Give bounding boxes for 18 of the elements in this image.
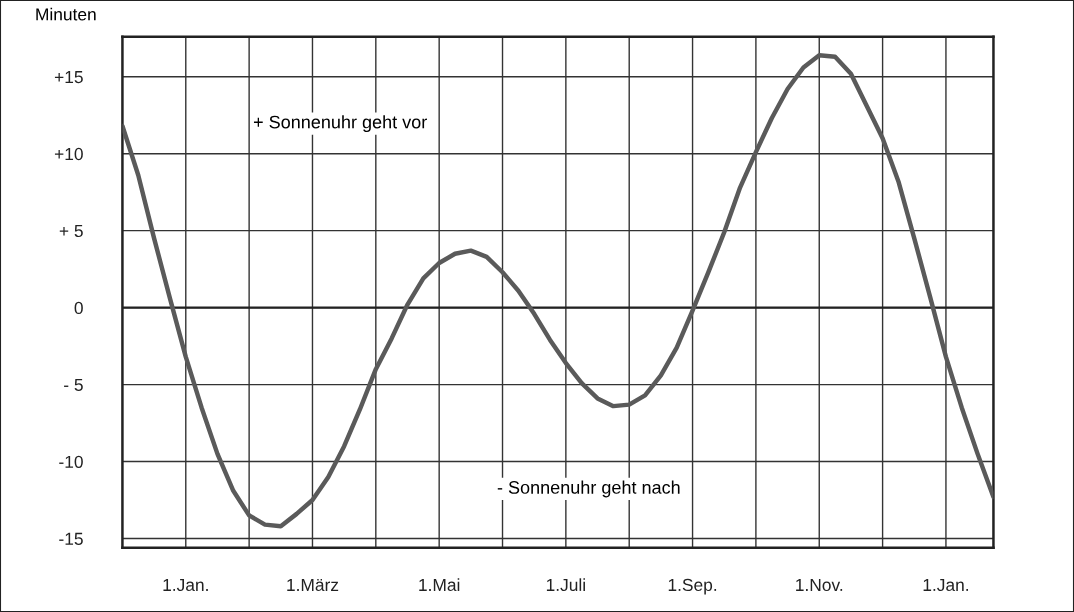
y-tick-label: +15 xyxy=(54,71,83,84)
y-tick-label: - 5 xyxy=(64,378,83,392)
x-tick-label: 1.Sep. xyxy=(668,578,717,595)
x-tick-label: 1.Mai xyxy=(419,578,460,592)
y-tick-label: 0 xyxy=(74,301,83,315)
x-tick-label: 1.Jan. xyxy=(923,578,968,592)
y-tick-label: -10 xyxy=(59,455,83,469)
y-tick-label: + 5 xyxy=(59,225,83,238)
y-axis-title: Minuten xyxy=(36,7,96,21)
annotation: - Sonnenuhr geht nach xyxy=(497,480,680,498)
x-tick-label: 1.März xyxy=(287,578,339,592)
annotation: + Sonnenuhr geht vor xyxy=(253,115,427,133)
x-tick-label: 1.Jan. xyxy=(163,578,208,592)
line-series xyxy=(122,52,994,529)
x-tick-label: 1.Nov. xyxy=(796,578,843,592)
y-tick-label: -15 xyxy=(59,532,83,545)
x-tick-label: 1.Juli xyxy=(546,578,585,592)
y-tick-label: +10 xyxy=(54,147,83,161)
